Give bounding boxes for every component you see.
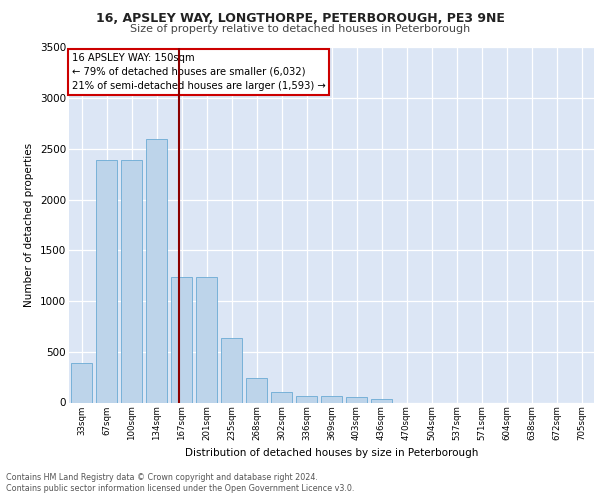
Bar [221, 338, 242, 402]
Text: Contains HM Land Registry data © Crown copyright and database right 2024.: Contains HM Land Registry data © Crown c… [6, 472, 318, 482]
Bar [171, 276, 192, 402]
Bar [296, 396, 317, 402]
Bar [96, 160, 117, 402]
Bar [321, 396, 342, 402]
Y-axis label: Number of detached properties: Number of detached properties [25, 143, 34, 307]
Text: Size of property relative to detached houses in Peterborough: Size of property relative to detached ho… [130, 24, 470, 34]
Text: 16 APSLEY WAY: 150sqm
← 79% of detached houses are smaller (6,032)
21% of semi-d: 16 APSLEY WAY: 150sqm ← 79% of detached … [71, 53, 325, 91]
Bar [146, 139, 167, 402]
Bar [371, 400, 392, 402]
Bar [196, 276, 217, 402]
Bar [271, 392, 292, 402]
Bar [121, 160, 142, 402]
Text: Contains public sector information licensed under the Open Government Licence v3: Contains public sector information licen… [6, 484, 355, 493]
Text: 16, APSLEY WAY, LONGTHORPE, PETERBOROUGH, PE3 9NE: 16, APSLEY WAY, LONGTHORPE, PETERBOROUGH… [95, 12, 505, 26]
Bar [346, 397, 367, 402]
Bar [246, 378, 267, 402]
Bar [71, 363, 92, 403]
X-axis label: Distribution of detached houses by size in Peterborough: Distribution of detached houses by size … [185, 448, 478, 458]
